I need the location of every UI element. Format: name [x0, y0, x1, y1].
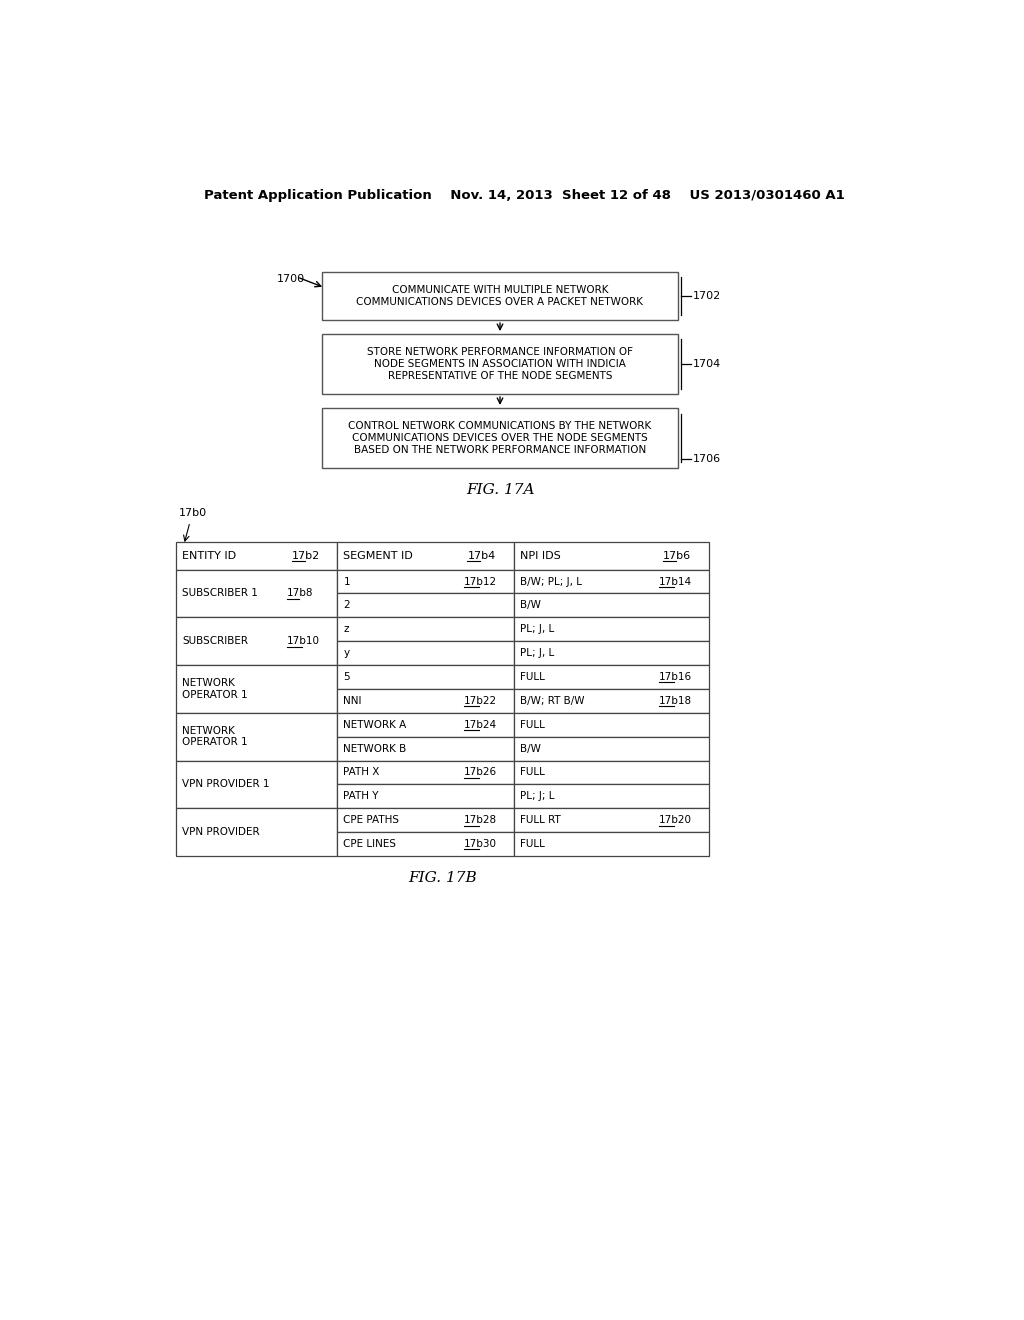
- Text: CPE PATHS: CPE PATHS: [343, 816, 399, 825]
- Bar: [337, 760, 514, 784]
- Bar: [337, 594, 514, 618]
- Text: 17b2: 17b2: [292, 550, 321, 561]
- Text: 17b24: 17b24: [464, 719, 497, 730]
- Bar: [514, 570, 710, 594]
- Text: NETWORK A: NETWORK A: [343, 719, 407, 730]
- Text: CONTROL NETWORK COMMUNICATIONS BY THE NETWORK
COMMUNICATIONS DEVICES OVER THE NO: CONTROL NETWORK COMMUNICATIONS BY THE NE…: [348, 421, 651, 454]
- Text: NPI IDS: NPI IDS: [520, 550, 561, 561]
- Bar: [514, 665, 710, 689]
- Bar: [322, 272, 678, 321]
- Bar: [514, 594, 710, 618]
- Bar: [176, 760, 337, 808]
- Bar: [337, 784, 514, 808]
- Text: FIG. 17A: FIG. 17A: [466, 483, 535, 496]
- Text: B/W; PL; J, L: B/W; PL; J, L: [520, 577, 583, 586]
- Bar: [322, 408, 678, 469]
- Bar: [514, 808, 710, 832]
- Text: 1704: 1704: [693, 359, 721, 370]
- Text: FULL RT: FULL RT: [520, 816, 561, 825]
- Bar: [337, 808, 514, 832]
- Text: 17b14: 17b14: [658, 577, 692, 586]
- Text: Patent Application Publication    Nov. 14, 2013  Sheet 12 of 48    US 2013/03014: Patent Application Publication Nov. 14, …: [205, 189, 845, 202]
- Text: PATH X: PATH X: [343, 767, 380, 777]
- Text: PATH Y: PATH Y: [343, 792, 379, 801]
- Text: FIG. 17B: FIG. 17B: [409, 871, 477, 884]
- Bar: [337, 642, 514, 665]
- Text: 17b26: 17b26: [464, 767, 497, 777]
- Text: y: y: [343, 648, 349, 659]
- Bar: [176, 543, 337, 570]
- Text: 17b30: 17b30: [464, 840, 497, 849]
- Text: 17b22: 17b22: [464, 696, 497, 706]
- Text: CPE LINES: CPE LINES: [343, 840, 396, 849]
- Bar: [337, 543, 514, 570]
- Bar: [514, 737, 710, 760]
- Bar: [176, 808, 337, 857]
- Text: VPN PROVIDER: VPN PROVIDER: [182, 828, 260, 837]
- Bar: [337, 737, 514, 760]
- Text: 1702: 1702: [693, 292, 721, 301]
- Text: 17b28: 17b28: [464, 816, 497, 825]
- Bar: [514, 832, 710, 857]
- Text: NETWORK
OPERATOR 1: NETWORK OPERATOR 1: [182, 726, 248, 747]
- Text: 17b20: 17b20: [658, 816, 692, 825]
- Bar: [337, 689, 514, 713]
- Bar: [337, 665, 514, 689]
- Text: B/W: B/W: [520, 743, 541, 754]
- Text: SUBSCRIBER 1: SUBSCRIBER 1: [182, 589, 258, 598]
- Bar: [337, 570, 514, 594]
- Text: B/W; RT B/W: B/W; RT B/W: [520, 696, 585, 706]
- Bar: [514, 760, 710, 784]
- Bar: [337, 713, 514, 737]
- Text: PL; J, L: PL; J, L: [520, 648, 554, 659]
- Text: 17b8: 17b8: [287, 589, 313, 598]
- Text: 1: 1: [343, 577, 350, 586]
- Text: SUBSCRIBER: SUBSCRIBER: [182, 636, 248, 647]
- Bar: [176, 665, 337, 713]
- Text: STORE NETWORK PERFORMANCE INFORMATION OF
NODE SEGMENTS IN ASSOCIATION WITH INDIC: STORE NETWORK PERFORMANCE INFORMATION OF…: [367, 347, 633, 380]
- Text: FULL: FULL: [520, 719, 545, 730]
- Bar: [514, 713, 710, 737]
- Bar: [322, 334, 678, 395]
- Text: 2: 2: [343, 601, 350, 610]
- Bar: [337, 618, 514, 642]
- Text: 1706: 1706: [693, 454, 721, 463]
- Text: NETWORK B: NETWORK B: [343, 743, 407, 754]
- Bar: [337, 832, 514, 857]
- Bar: [514, 618, 710, 642]
- Bar: [514, 642, 710, 665]
- Bar: [514, 543, 710, 570]
- Text: FULL: FULL: [520, 672, 545, 682]
- Text: PL; J, L: PL; J, L: [520, 624, 554, 634]
- Text: VPN PROVIDER 1: VPN PROVIDER 1: [182, 779, 269, 789]
- Text: 17b0: 17b0: [179, 508, 207, 517]
- Text: 17b18: 17b18: [658, 696, 692, 706]
- Text: 17b10: 17b10: [287, 636, 319, 647]
- Text: z: z: [343, 624, 349, 634]
- Text: 5: 5: [343, 672, 350, 682]
- Text: ENTITY ID: ENTITY ID: [182, 550, 237, 561]
- Bar: [176, 618, 337, 665]
- Text: 17b4: 17b4: [467, 550, 496, 561]
- Text: 17b12: 17b12: [464, 577, 497, 586]
- Text: PL; J; L: PL; J; L: [520, 792, 555, 801]
- Text: 1700: 1700: [276, 275, 305, 284]
- Text: 17b6: 17b6: [663, 550, 691, 561]
- Text: COMMUNICATE WITH MULTIPLE NETWORK
COMMUNICATIONS DEVICES OVER A PACKET NETWORK: COMMUNICATE WITH MULTIPLE NETWORK COMMUN…: [356, 285, 643, 308]
- Text: 17b16: 17b16: [658, 672, 692, 682]
- Bar: [176, 570, 337, 618]
- Bar: [514, 784, 710, 808]
- Bar: [176, 713, 337, 760]
- Text: NNI: NNI: [343, 696, 361, 706]
- Bar: [514, 689, 710, 713]
- Text: NETWORK
OPERATOR 1: NETWORK OPERATOR 1: [182, 678, 248, 700]
- Text: SEGMENT ID: SEGMENT ID: [343, 550, 414, 561]
- Text: B/W: B/W: [520, 601, 541, 610]
- Text: FULL: FULL: [520, 767, 545, 777]
- Text: FULL: FULL: [520, 840, 545, 849]
